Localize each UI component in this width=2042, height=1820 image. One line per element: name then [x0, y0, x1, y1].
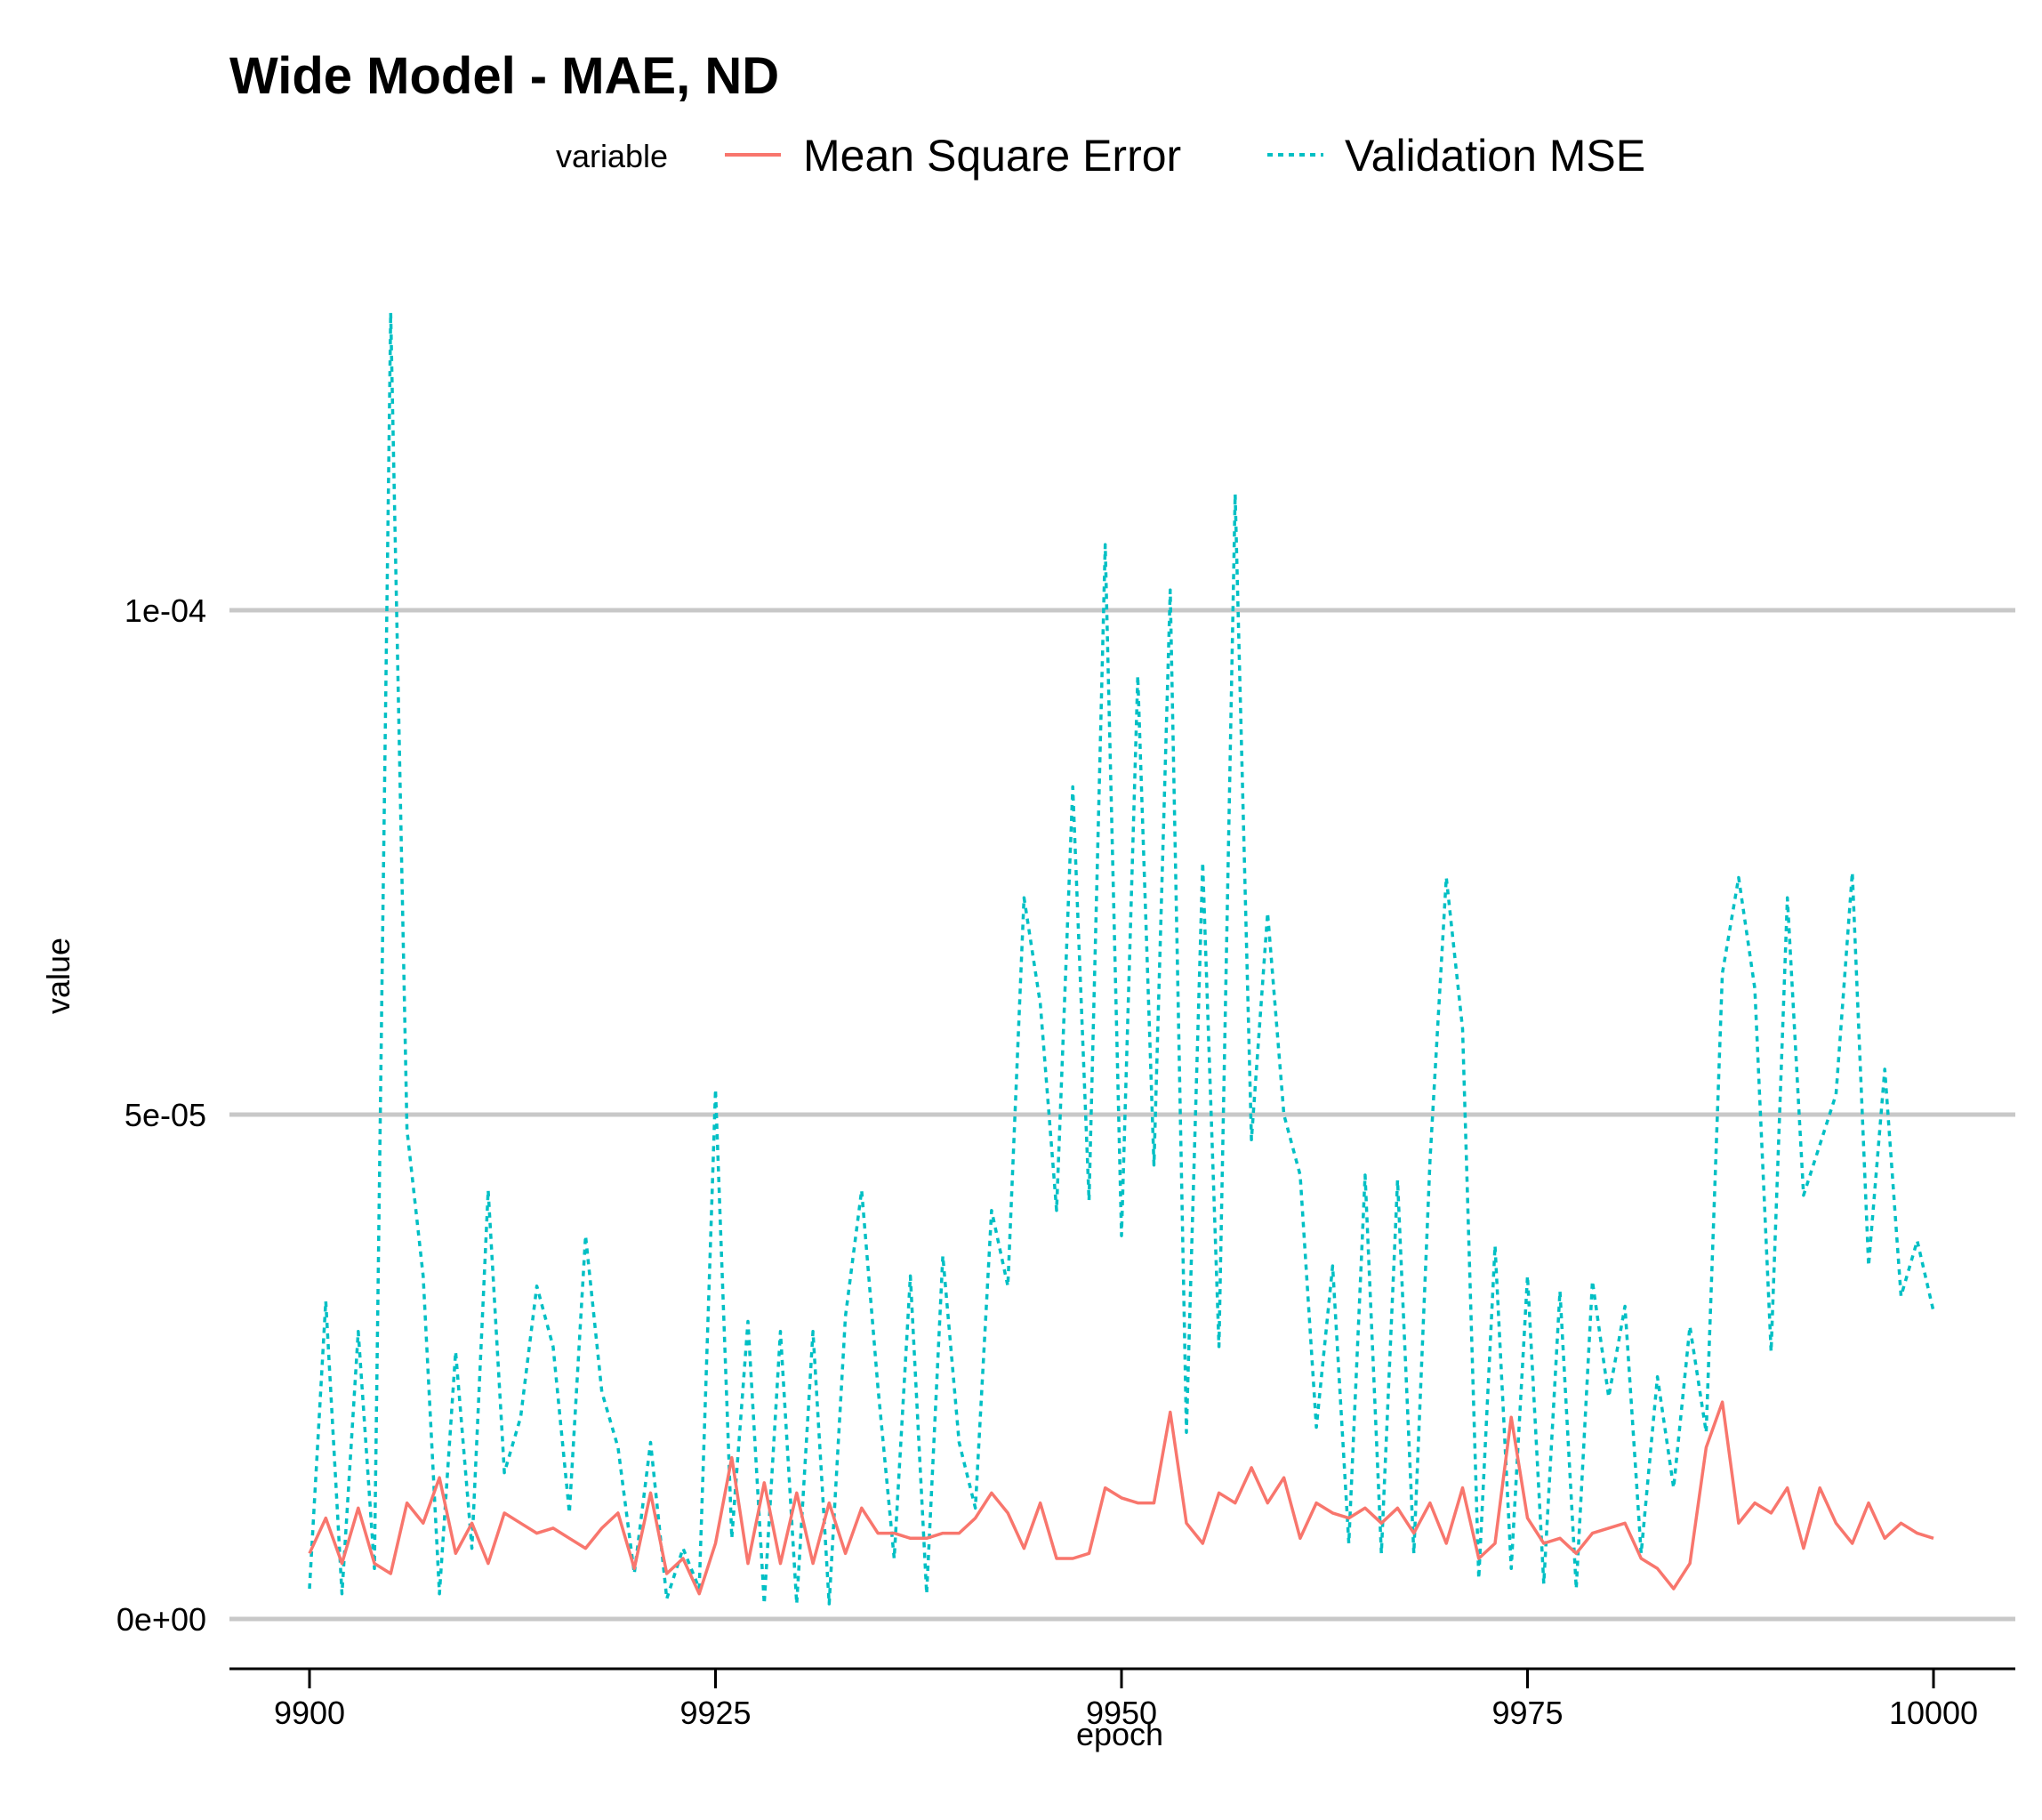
series-line-validation-mse [308, 310, 1935, 1606]
x-tick-label: 9975 [1491, 1695, 1563, 1731]
y-tick-labels: 0e+00 5e-05 1e-04 [117, 592, 206, 1638]
legend-label-val: Validation MSE [1345, 131, 1645, 181]
x-tick-label: 9900 [274, 1695, 345, 1731]
legend-title: variable [556, 138, 668, 174]
x-tick-label: 9950 [1086, 1695, 1157, 1731]
chart-title: Wide Model - MAE, ND [229, 47, 779, 105]
x-tick-label: 9925 [679, 1695, 751, 1731]
y-axis-title: value [40, 938, 76, 1014]
y-tick-label: 1e-04 [125, 592, 206, 629]
y-tick-label: 5e-05 [125, 1097, 206, 1133]
y-tick-label: 0e+00 [117, 1601, 206, 1638]
grid-lines [229, 608, 2015, 1622]
series-line-mean-square-error [308, 1400, 1934, 1596]
legend-label-mse: Mean Square Error [803, 131, 1181, 181]
series-lines [308, 310, 1935, 1606]
x-axis-title: epoch [1076, 1716, 1163, 1752]
legend: variable Mean Square Error Validation MS… [556, 131, 1645, 181]
x-tick-label: 10000 [1889, 1695, 1978, 1731]
x-ticks: 9900 9925 9950 9975 10000 [274, 1669, 1978, 1731]
